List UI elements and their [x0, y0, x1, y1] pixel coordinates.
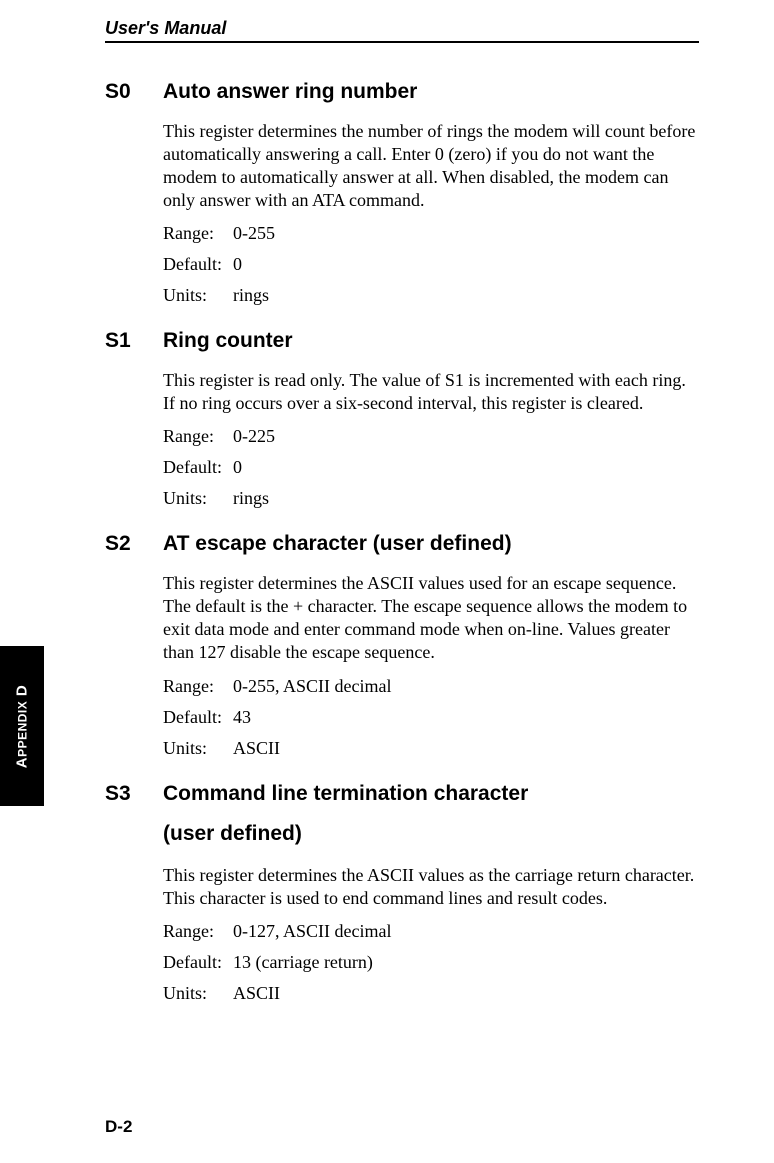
prop-value: 0-255, ASCII decimal: [233, 675, 700, 698]
prop-row-range: Range: 0-255: [163, 222, 700, 245]
prop-label: Default:: [163, 456, 233, 479]
page-header: User's Manual: [105, 18, 699, 43]
section-s2: S2 AT escape character (user defined) Th…: [105, 532, 700, 759]
prop-value: 0: [233, 253, 700, 276]
page-number: D-2: [105, 1117, 132, 1137]
section-s3: S3 Command line termination character (u…: [105, 782, 700, 1005]
section-description: This register is read only. The value of…: [163, 369, 700, 415]
section-props: Range: 0-127, ASCII decimal Default: 13 …: [163, 920, 700, 1005]
prop-row-units: Units: rings: [163, 487, 700, 510]
prop-value: rings: [233, 487, 700, 510]
appendix-tab-label: APPENDIX D: [14, 684, 31, 768]
section-props: Range: 0-255, ASCII decimal Default: 43 …: [163, 675, 700, 760]
section-body: This register is read only. The value of…: [163, 369, 700, 510]
section-description: This register determines the number of r…: [163, 120, 700, 212]
prop-row-range: Range: 0-225: [163, 425, 700, 448]
prop-value: 0-127, ASCII decimal: [233, 920, 700, 943]
prop-label: Units:: [163, 487, 233, 510]
tab-suffix: D: [14, 684, 31, 700]
prop-label: Units:: [163, 284, 233, 307]
prop-row-default: Default: 43: [163, 706, 700, 729]
prop-value: 13 (carriage return): [233, 951, 700, 974]
prop-value: ASCII: [233, 737, 700, 760]
section-code: S3: [105, 782, 163, 806]
prop-label: Range:: [163, 920, 233, 943]
section-body: This register determines the number of r…: [163, 120, 700, 307]
header-rule: [105, 41, 699, 43]
prop-row-units: Units: ASCII: [163, 737, 700, 760]
prop-row-range: Range: 0-127, ASCII decimal: [163, 920, 700, 943]
prop-label: Range:: [163, 425, 233, 448]
prop-label: Range:: [163, 675, 233, 698]
section-heading: S2 AT escape character (user defined): [105, 532, 700, 556]
section-heading: S0 Auto answer ring number: [105, 80, 700, 104]
prop-label: Units:: [163, 982, 233, 1005]
section-heading: S3 Command line termination character: [105, 782, 700, 806]
section-code: S2: [105, 532, 163, 556]
prop-row-default: Default: 0: [163, 456, 700, 479]
prop-label: Default:: [163, 706, 233, 729]
section-code: S0: [105, 80, 163, 104]
prop-value: 0: [233, 456, 700, 479]
tab-prefix: A: [14, 756, 31, 767]
section-title: Ring counter: [163, 329, 293, 353]
prop-label: Default:: [163, 951, 233, 974]
section-heading: S1 Ring counter: [105, 329, 700, 353]
header-title: User's Manual: [105, 18, 699, 41]
section-s0: S0 Auto answer ring number This register…: [105, 80, 700, 307]
prop-row-range: Range: 0-255, ASCII decimal: [163, 675, 700, 698]
prop-value: 43: [233, 706, 700, 729]
prop-value: ASCII: [233, 982, 700, 1005]
prop-value: rings: [233, 284, 700, 307]
prop-row-units: Units: rings: [163, 284, 700, 307]
section-body: This register determines the ASCII value…: [163, 864, 700, 1005]
section-props: Range: 0-225 Default: 0 Units: rings: [163, 425, 700, 510]
prop-value: 0-225: [233, 425, 700, 448]
prop-row-default: Default: 13 (carriage return): [163, 951, 700, 974]
section-body: This register determines the ASCII value…: [163, 572, 700, 759]
section-props: Range: 0-255 Default: 0 Units: rings: [163, 222, 700, 307]
section-description: This register determines the ASCII value…: [163, 864, 700, 910]
prop-value: 0-255: [233, 222, 700, 245]
section-subtitle: (user defined): [163, 822, 700, 846]
section-title: Auto answer ring number: [163, 80, 417, 104]
section-title: AT escape character (user defined): [163, 532, 512, 556]
section-description: This register determines the ASCII value…: [163, 572, 700, 664]
content-area: S0 Auto answer ring number This register…: [105, 80, 700, 1027]
prop-label: Units:: [163, 737, 233, 760]
section-code: S1: [105, 329, 163, 353]
prop-label: Default:: [163, 253, 233, 276]
tab-mid: PPENDIX: [16, 700, 30, 756]
section-s1: S1 Ring counter This register is read on…: [105, 329, 700, 510]
prop-row-units: Units: ASCII: [163, 982, 700, 1005]
appendix-tab: APPENDIX D: [0, 646, 44, 806]
section-title: Command line termination character: [163, 782, 528, 806]
prop-row-default: Default: 0: [163, 253, 700, 276]
prop-label: Range:: [163, 222, 233, 245]
